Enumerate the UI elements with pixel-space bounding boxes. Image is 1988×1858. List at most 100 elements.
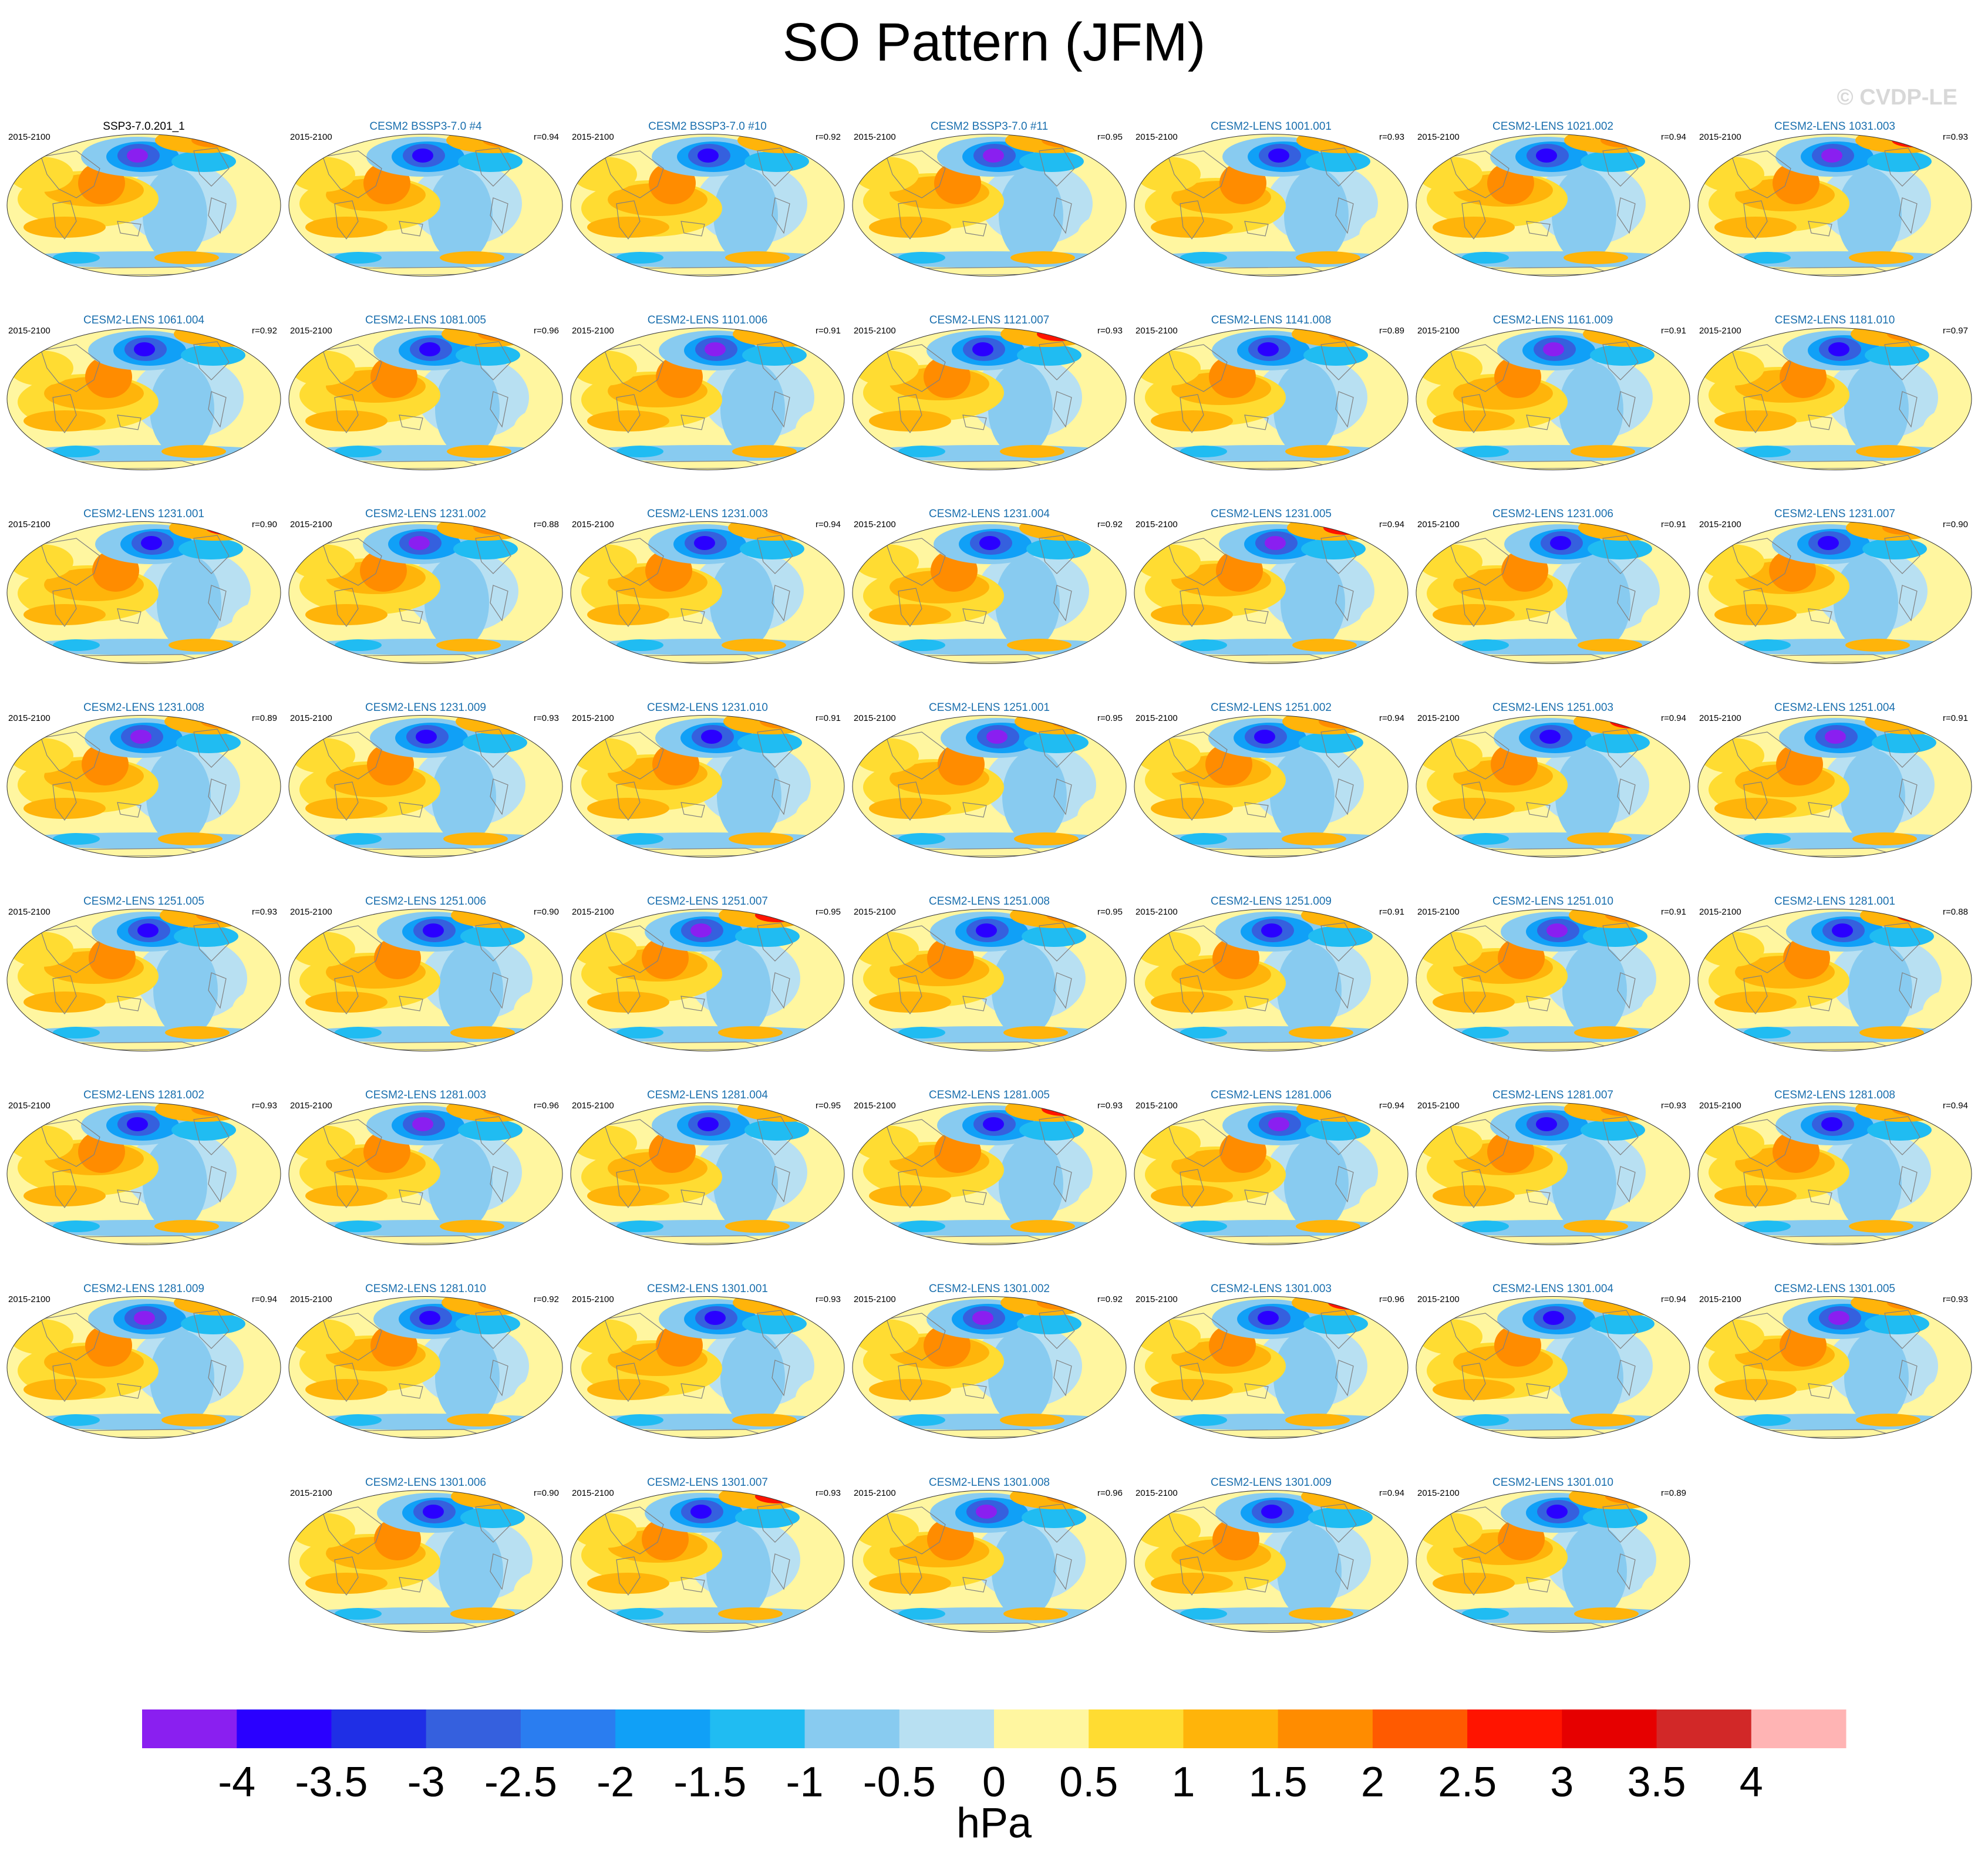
colorbar-unit-label: hPa xyxy=(956,1800,1032,1847)
panel-correlation: r=0.93 xyxy=(1379,132,1404,142)
panel-period: 2015-2100 xyxy=(8,713,50,723)
panel-title: CESM2-LENS 1281.008 xyxy=(1774,1089,1895,1101)
map-panel: CESM2-LENS 1281.007 2015-2100 r=0.93 xyxy=(1415,1089,1691,1276)
panel-title: CESM2-LENS 1281.010 xyxy=(365,1283,486,1295)
panel-period: 2015-2100 xyxy=(8,132,50,142)
map-contour-plot xyxy=(1697,1102,1972,1245)
panel-period: 2015-2100 xyxy=(854,1294,896,1304)
map-contour-plot xyxy=(570,1296,845,1439)
panel-correlation: r=0.93 xyxy=(1943,1294,1968,1304)
map-contour-plot xyxy=(570,134,845,276)
map-contour-plot xyxy=(1416,328,1690,470)
colorbar-box xyxy=(1372,1709,1468,1748)
map-contour-plot xyxy=(1416,1490,1690,1633)
map-panel: CESM2-LENS 1121.007 2015-2100 r=0.93 xyxy=(851,314,1127,501)
panel-correlation: r=0.92 xyxy=(252,326,277,336)
colorbar-box xyxy=(331,1709,427,1748)
colorbar-box xyxy=(426,1709,521,1748)
map-panel: CESM2-LENS 1251.002 2015-2100 r=0.94 xyxy=(1133,702,1409,888)
map-panel: CESM2-LENS 1081.005 2015-2100 r=0.96 xyxy=(288,314,564,501)
panel-title: CESM2-LENS 1301.009 xyxy=(1211,1476,1332,1489)
panel-period: 2015-2100 xyxy=(8,326,50,336)
panel-title: CESM2-LENS 1301.007 xyxy=(647,1476,768,1489)
map-panel: CESM2-LENS 1251.006 2015-2100 r=0.90 xyxy=(288,895,564,1082)
panel-title: CESM2-LENS 1251.008 xyxy=(929,895,1050,908)
map-panel: CESM2 BSSP3-7.0 #4 2015-2100 r=0.94 xyxy=(288,120,564,307)
map-panel: CESM2-LENS 1301.003 2015-2100 r=0.96 xyxy=(1133,1283,1409,1469)
panel-title: CESM2-LENS 1281.009 xyxy=(83,1283,204,1295)
panel-correlation: r=0.92 xyxy=(1097,1294,1123,1304)
colorbar-tick-label: 2 xyxy=(1361,1759,1384,1806)
map-contour-plot xyxy=(1416,1296,1690,1439)
map-panel: CESM2-LENS 1231.002 2015-2100 r=0.88 xyxy=(288,508,564,694)
panel-correlation: r=0.94 xyxy=(1379,520,1404,530)
colorbar-tick-label: -3.5 xyxy=(295,1759,368,1806)
panel-title: CESM2-LENS 1301.003 xyxy=(1211,1283,1332,1295)
panel-title: CESM2-LENS 1021.002 xyxy=(1492,120,1613,133)
map-panel: CESM2-LENS 1301.005 2015-2100 r=0.93 xyxy=(1697,1283,1973,1469)
panel-title: CESM2 BSSP3-7.0 #4 xyxy=(369,120,482,133)
colorbar-tick-label: -4 xyxy=(218,1759,255,1806)
panel-period: 2015-2100 xyxy=(8,1101,50,1111)
panel-period: 2015-2100 xyxy=(8,907,50,917)
map-contour-plot xyxy=(1134,1296,1409,1439)
map-panel: CESM2-LENS 1251.010 2015-2100 r=0.91 xyxy=(1415,895,1691,1082)
map-panel: CESM2-LENS 1301.007 2015-2100 r=0.93 xyxy=(570,1476,845,1663)
panel-title: CESM2-LENS 1231.006 xyxy=(1492,508,1613,520)
map-panel: CESM2-LENS 1251.005 2015-2100 r=0.93 xyxy=(6,895,282,1082)
panel-period: 2015-2100 xyxy=(290,132,332,142)
panel-correlation: r=0.92 xyxy=(1097,520,1123,530)
map-panel: CESM2-LENS 1231.001 2015-2100 r=0.90 xyxy=(6,508,282,694)
panel-title: CESM2-LENS 1101.006 xyxy=(647,314,768,326)
map-contour-plot xyxy=(852,328,1127,470)
panel-correlation: r=0.92 xyxy=(534,1294,559,1304)
map-contour-plot xyxy=(852,1102,1127,1245)
panel-correlation: r=0.94 xyxy=(1661,713,1686,723)
map-panel: CESM2 BSSP3-7.0 #10 2015-2100 r=0.92 xyxy=(570,120,845,307)
panel-period: 2015-2100 xyxy=(572,907,614,917)
map-contour-plot xyxy=(6,909,281,1051)
panel-correlation: r=0.93 xyxy=(1097,1101,1123,1111)
panel-period: 2015-2100 xyxy=(854,713,896,723)
watermark: © CVDP-LE xyxy=(1837,85,1957,110)
panel-period: 2015-2100 xyxy=(1699,132,1741,142)
panel-title: CESM2-LENS 1161.009 xyxy=(1492,314,1613,326)
colorbar-box xyxy=(237,1709,332,1748)
colorbar-box xyxy=(1467,1709,1562,1748)
panel-title: CESM2-LENS 1251.006 xyxy=(365,895,486,908)
panel-title: CESM2-LENS 1251.007 xyxy=(647,895,768,908)
map-panel: CESM2-LENS 1231.008 2015-2100 r=0.89 xyxy=(6,702,282,888)
map-contour-plot xyxy=(288,134,563,276)
panel-title: CESM2-LENS 1231.003 xyxy=(647,508,768,520)
map-contour-plot xyxy=(1416,909,1690,1051)
map-contour-plot xyxy=(6,521,281,664)
map-contour-plot xyxy=(1697,909,1972,1051)
panel-title: CESM2-LENS 1181.010 xyxy=(1774,314,1895,326)
map-contour-plot xyxy=(288,1490,563,1633)
colorbar-box xyxy=(1656,1709,1752,1748)
panel-period: 2015-2100 xyxy=(1417,1294,1460,1304)
panel-period: 2015-2100 xyxy=(1699,907,1741,917)
panel-period: 2015-2100 xyxy=(1699,1101,1741,1111)
map-panel: CESM2-LENS 1281.009 2015-2100 r=0.94 xyxy=(6,1283,282,1469)
map-panel: CESM2-LENS 1231.004 2015-2100 r=0.92 xyxy=(851,508,1127,694)
panel-period: 2015-2100 xyxy=(854,1488,896,1498)
panel-correlation: r=0.91 xyxy=(1661,907,1686,917)
panel-period: 2015-2100 xyxy=(1135,132,1178,142)
panel-correlation: r=0.94 xyxy=(816,520,841,530)
panel-period: 2015-2100 xyxy=(572,1294,614,1304)
map-contour-plot xyxy=(6,715,281,858)
map-contour-plot xyxy=(852,521,1127,664)
panel-title: CESM2-LENS 1031.003 xyxy=(1774,120,1895,133)
map-panel: CESM2-LENS 1301.008 2015-2100 r=0.96 xyxy=(851,1476,1127,1663)
panel-period: 2015-2100 xyxy=(572,520,614,530)
map-contour-plot xyxy=(1697,715,1972,858)
panel-correlation: r=0.90 xyxy=(252,520,277,530)
colorbar-tick-label: -1 xyxy=(786,1759,824,1806)
panel-correlation: r=0.91 xyxy=(1661,326,1686,336)
map-panel: CESM2-LENS 1061.004 2015-2100 r=0.92 xyxy=(6,314,282,501)
panel-correlation: r=0.93 xyxy=(252,1101,277,1111)
panel-title: CESM2-LENS 1281.001 xyxy=(1774,895,1895,908)
colorbar-box xyxy=(994,1709,1089,1748)
